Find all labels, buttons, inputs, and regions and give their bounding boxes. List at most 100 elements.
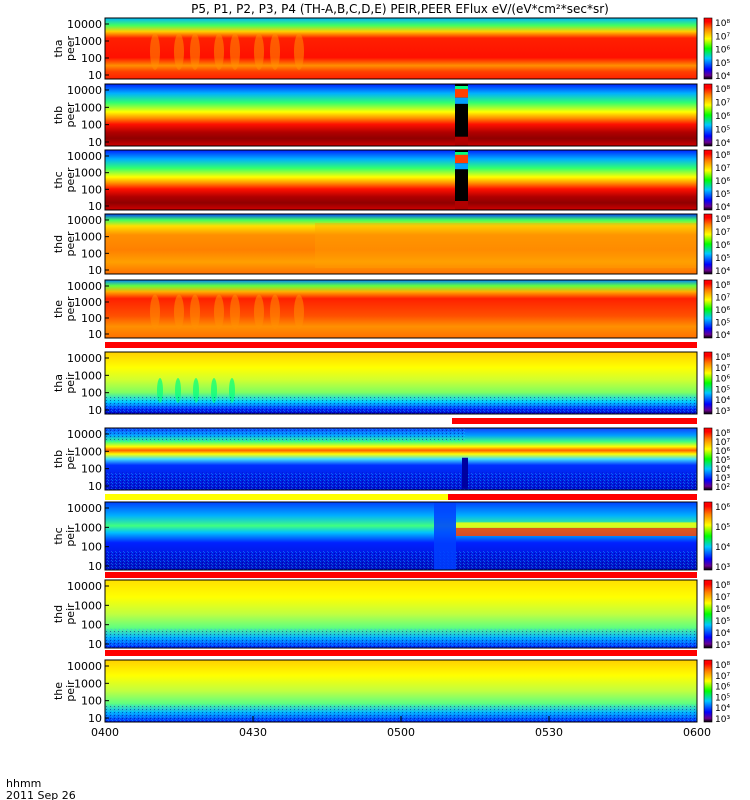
noise-band <box>105 428 465 442</box>
y-tick-label: 10000 <box>67 18 102 31</box>
panel-0: 10000 1000 100 10 tha peer 10⁸ 10⁷ 10⁶ 10⁵ 10⁴ <box>52 17 730 82</box>
gap-band <box>455 88 468 98</box>
colorbar-tick-label: 10² <box>715 483 730 493</box>
colorbar-tick-label: 10⁷ <box>715 672 730 682</box>
colorbar-tick-label: 10⁴ <box>715 543 730 553</box>
colorbar-tick-label: 10⁴ <box>715 267 730 277</box>
wave-feature <box>174 33 184 70</box>
colorbar <box>703 279 713 339</box>
colorbar-tick-label: 10⁸ <box>715 281 730 291</box>
panel-2: 10000 1000 100 10 thc peer 10⁸ 10⁷ 10⁶ 10⁵ 10⁴ <box>52 149 730 213</box>
noise-band <box>105 628 697 648</box>
colorbar-tick-label: 10⁴ <box>715 139 730 149</box>
panel-label: peir <box>64 372 77 394</box>
colorbar <box>703 149 713 211</box>
gap-band <box>455 154 468 164</box>
colorbar-tick-label: 10⁴ <box>715 629 730 639</box>
colorbar-tick-label: 10⁷ <box>715 164 730 174</box>
panel-8: 10000 1000 100 10 thd peir 10⁸ 10⁷ 10⁶ 10⁵ 10⁴ 10³ <box>52 579 730 651</box>
colorbar <box>703 579 713 649</box>
y-tick-label: 1000 <box>74 167 102 180</box>
y-tick-label: 10 <box>88 200 102 213</box>
colorbar-tick-label: 10⁶ <box>715 241 730 251</box>
wave-feature <box>254 33 264 70</box>
y-tick-label: 1000 <box>74 677 102 690</box>
panel-label: peer <box>64 231 77 257</box>
gap-band <box>455 152 468 157</box>
colorbar-tick-label: 10³ <box>715 563 730 573</box>
y-tick-label: 1000 <box>74 35 102 48</box>
spectrogram-4 <box>105 280 697 338</box>
mode-change <box>462 457 468 489</box>
colorbar-tick-label: 10⁸ <box>715 19 730 29</box>
colorbar-tick-label: 10⁵ <box>715 693 730 703</box>
panel-label: peir <box>64 525 77 547</box>
colorbar <box>703 501 713 571</box>
colorbar-tick-label: 10⁷ <box>715 32 730 42</box>
colorbar-tick-label: 10⁵ <box>715 126 730 136</box>
fill-bar-3-0 <box>105 572 697 578</box>
y-tick-label: 10 <box>88 560 102 573</box>
y-tick-label: 10 <box>88 638 102 651</box>
ion-band <box>456 522 697 528</box>
colorbar-tick-label: 10⁵ <box>715 190 730 200</box>
panel-label: the <box>52 300 65 318</box>
colorbar <box>703 427 713 491</box>
panel-frame <box>104 213 698 275</box>
y-tick-label: 100 <box>81 695 102 708</box>
panel-frame <box>104 279 698 339</box>
panel-6: 10000 1000 100 10 thb peir 10⁸10⁷10⁶10⁵10⁴10³1… <box>52 427 730 493</box>
x-tick-label: 0500 <box>387 726 415 739</box>
panel-label: thb <box>52 450 65 468</box>
panel-label: peer <box>64 102 77 128</box>
gap-band <box>455 136 468 146</box>
panel-1: 10000 1000 100 10 thb peer 10⁸ 10⁷ 10⁶ 10⁵ 10⁴ <box>52 83 730 149</box>
y-tick-label: 10000 <box>67 660 102 673</box>
colorbar-tick-label: 10⁶ <box>715 447 730 457</box>
panel-label: peer <box>64 167 77 193</box>
y-tick-label: 10 <box>88 480 102 493</box>
colorbar-tick-label: 10⁵ <box>715 385 730 395</box>
colorbar-tick-label: 10⁷ <box>715 593 730 603</box>
y-tick-label: 10 <box>88 264 102 277</box>
y-tick-label: 10000 <box>67 352 102 365</box>
panel-label: peir <box>64 680 77 702</box>
y-tick-label: 10000 <box>67 214 102 227</box>
wave-feature <box>230 294 240 330</box>
panel-4: 10000 1000 100 10 the peer 10⁸ 10⁷ 10⁶ 10⁵ 10⁴ <box>52 279 730 341</box>
spectrogram-1 <box>105 84 697 146</box>
y-tick-label: 100 <box>81 312 102 325</box>
colorbar-tick-label: 10⁵ <box>715 319 730 329</box>
flux-region <box>315 223 697 268</box>
panel-label: thc <box>52 527 65 544</box>
colorbar-tick-label: 10⁴ <box>715 396 730 406</box>
wave-feature <box>150 33 160 70</box>
colorbar-tick-label: 10⁸ <box>715 661 730 671</box>
fill-bar-1-1 <box>452 418 697 424</box>
y-tick-label: 10000 <box>67 502 102 515</box>
wave-feature <box>190 33 200 70</box>
panel-label: thb <box>52 106 65 124</box>
fill-bar-0-0 <box>105 342 697 348</box>
y-tick-label: 100 <box>81 619 102 632</box>
colorbar-tick-label: 10⁵ <box>715 59 730 69</box>
figure-title: P5, P1, P2, P3, P4 (TH-A,B,C,D,E) PEIR,P… <box>191 2 609 16</box>
colorbar <box>703 659 713 723</box>
colorbar-tick-label: 10³ <box>715 407 730 417</box>
colorbar-tick-label: 10³ <box>715 715 730 725</box>
colorbar-tick-label: 10⁴ <box>715 72 730 82</box>
wave-feature <box>150 294 160 330</box>
gap-band <box>455 86 468 91</box>
panel-frame <box>104 501 698 571</box>
wave-feature <box>214 33 224 70</box>
colorbar-tick-label: 10³ <box>715 641 730 651</box>
panel-label: peir <box>64 448 77 470</box>
wave-feature <box>270 294 280 330</box>
colorbar-tick-label: 10⁸ <box>715 215 730 225</box>
colorbar <box>703 351 713 415</box>
spectrogram-3 <box>105 214 697 274</box>
panel-label: thd <box>52 235 65 253</box>
colorbar-tick-label: 10⁶ <box>715 46 730 56</box>
y-tick-label: 10 <box>88 69 102 82</box>
